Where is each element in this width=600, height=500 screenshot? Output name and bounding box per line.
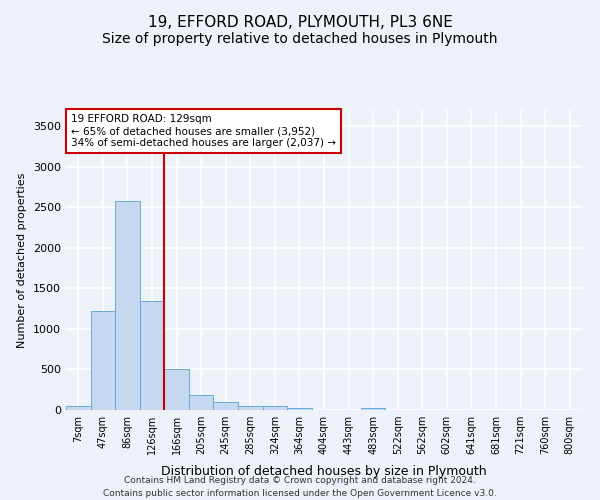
Bar [263,406,287,410]
Text: Size of property relative to detached houses in Plymouth: Size of property relative to detached ho… [102,32,498,46]
Bar [66,406,91,410]
Bar [361,408,385,410]
Bar [164,370,189,410]
Text: 19, EFFORD ROAD, PLYMOUTH, PL3 6NE: 19, EFFORD ROAD, PLYMOUTH, PL3 6NE [148,15,452,30]
Text: Contains HM Land Registry data © Crown copyright and database right 2024.
Contai: Contains HM Land Registry data © Crown c… [103,476,497,498]
Bar [140,302,164,410]
Bar [189,395,214,410]
Text: 19 EFFORD ROAD: 129sqm
← 65% of detached houses are smaller (3,952)
34% of semi-: 19 EFFORD ROAD: 129sqm ← 65% of detached… [71,114,336,148]
X-axis label: Distribution of detached houses by size in Plymouth: Distribution of detached houses by size … [161,466,487,478]
Bar [287,408,312,410]
Bar [115,201,140,410]
Bar [238,406,263,410]
Bar [91,311,115,410]
Y-axis label: Number of detached properties: Number of detached properties [17,172,28,348]
Bar [214,402,238,410]
